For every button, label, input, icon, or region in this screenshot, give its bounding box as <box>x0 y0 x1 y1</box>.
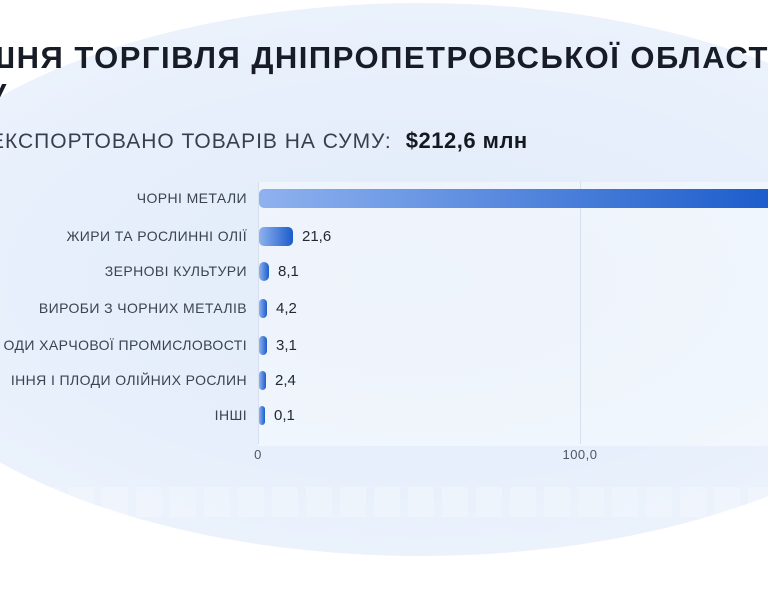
category-label: ЖИРИ ТА РОСЛИННІ ОЛІЇ <box>66 228 247 244</box>
bar <box>259 336 267 355</box>
bar <box>259 227 293 246</box>
page-title-line1: ШНЯ ТОРГІВЛЯ ДНІПРОПЕТРОВСЬКОЇ ОБЛАСТІ <box>0 40 768 75</box>
value-label: 2,4 <box>275 372 296 389</box>
value-label: 21,6 <box>302 228 332 245</box>
x-axis-tick-100: 100,0 <box>562 447 598 462</box>
background-blob <box>0 3 768 556</box>
gridline-hundred <box>580 182 581 444</box>
value-label: 3,1 <box>276 337 297 354</box>
value-label: 8,1 <box>278 263 299 280</box>
bar <box>259 406 265 425</box>
category-label: ЗЕРНОВІ КУЛЬТУРИ <box>104 263 247 279</box>
gridline-zero <box>258 182 259 444</box>
bar <box>259 371 266 390</box>
subtitle-value: $212,6 млн <box>405 128 528 153</box>
x-axis-tick-0: 0 <box>254 447 262 462</box>
page-title-line2-partial: У <box>0 77 8 113</box>
subtitle: ЕКСПОРТОВАНО ТОВАРІВ НА СУМУ: $212,6 млн <box>0 128 528 154</box>
category-label: ВИРОБИ З ЧОРНИХ МЕТАЛІВ <box>38 300 247 316</box>
chart-row: ВИРОБИ З ЧОРНИХ МЕТАЛІВ 4,2 <box>0 299 768 318</box>
chart-row: ІННЯ І ПЛОДИ ОЛІЙНИХ РОСЛИН 2,4 <box>0 371 768 390</box>
subtitle-label: ЕКСПОРТОВАНО ТОВАРІВ НА СУМУ: <box>0 130 392 153</box>
bar <box>259 299 267 318</box>
chart-row: ЗЕРНОВІ КУЛЬТУРИ 8,1 <box>0 262 768 281</box>
category-label: ІНШІ <box>214 407 247 423</box>
value-label: 0,1 <box>274 407 295 424</box>
category-label: ЧОРНІ МЕТАЛИ <box>136 190 247 206</box>
chart-row: ІНШІ 0,1 <box>0 406 768 425</box>
bar <box>259 262 269 281</box>
chart-row: ЧОРНІ МЕТАЛИ <box>0 189 768 208</box>
plot-area-background <box>258 182 768 446</box>
chart-row: ОДИ ХАРЧОВОЇ ПРОМИСЛОВОСТІ 3,1 <box>0 336 768 355</box>
value-label: 4,2 <box>276 300 297 317</box>
chart-row: ЖИРИ ТА РОСЛИННІ ОЛІЇ 21,6 <box>0 227 768 246</box>
faint-watermark-band <box>0 487 768 517</box>
category-label: ОДИ ХАРЧОВОЇ ПРОМИСЛОВОСТІ <box>3 337 247 353</box>
bar <box>259 189 768 208</box>
category-label: ІННЯ І ПЛОДИ ОЛІЙНИХ РОСЛИН <box>10 372 247 388</box>
